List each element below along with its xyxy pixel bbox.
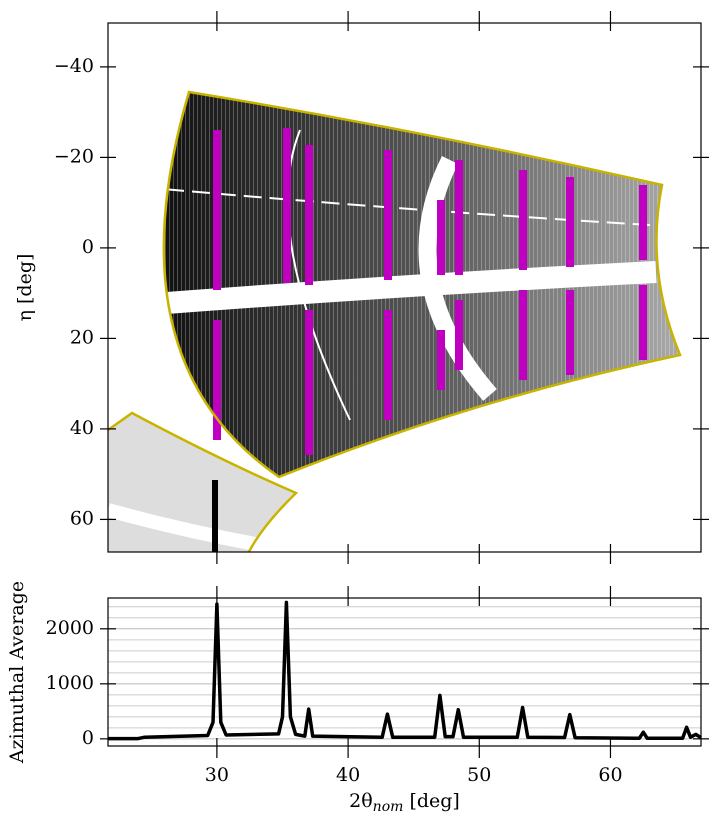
- y-tick-label: 0: [82, 236, 94, 258]
- x-label-main: 2θ: [349, 790, 373, 812]
- plot-frame: [107, 597, 702, 747]
- y-tick-label: 2000: [46, 617, 94, 639]
- plot-frame: [107, 22, 702, 553]
- y-tick-label: 40: [70, 417, 94, 439]
- y-tick-label: 1000: [46, 672, 94, 694]
- x-tick-label: 50: [467, 764, 491, 786]
- y-tick-label: 0: [82, 727, 94, 749]
- x-tick-label: 30: [205, 764, 229, 786]
- x-label-rest: [deg]: [403, 790, 459, 812]
- data-line: [108, 600, 702, 741]
- x-tick-label: 40: [336, 764, 360, 786]
- y-tick-label: −40: [54, 55, 94, 77]
- y-axis-label: η [deg]: [14, 254, 36, 322]
- detector-image: [108, 90, 682, 552]
- y-tick-label: −20: [54, 145, 94, 167]
- y-tick-label: 20: [70, 326, 94, 348]
- x-label-sub: nom: [373, 799, 404, 815]
- y-axis-label: Azimuthal Average: [6, 581, 28, 764]
- x-tick-label: 60: [598, 764, 622, 786]
- y-tick-label: 60: [70, 507, 94, 529]
- x-axis-label: 2θnom [deg]: [349, 790, 460, 815]
